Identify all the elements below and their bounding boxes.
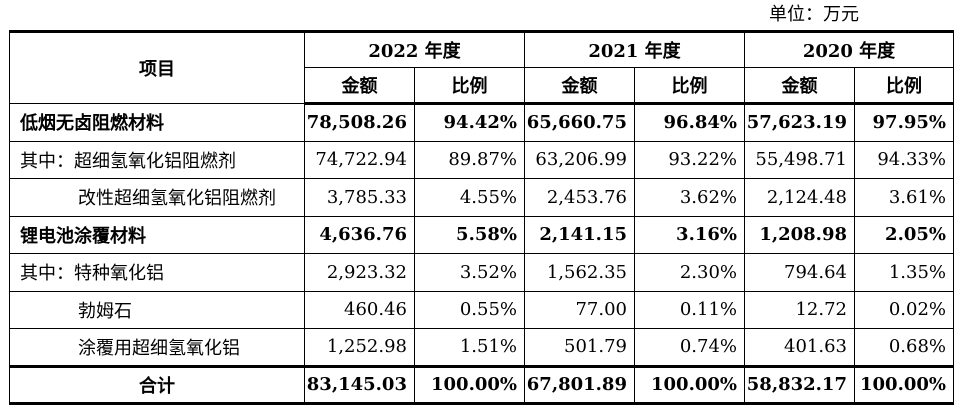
- cell-amount-2022: 74,722.94: [304, 140, 415, 179]
- cell-amount-2022: 460.46: [304, 290, 415, 329]
- cell-amount-2022: 3,785.33: [304, 178, 415, 217]
- cell-ratio-2022: 100.00%: [414, 365, 525, 404]
- table-row: 锂电池涂覆材料 4,636.76 5.58% 2,141.15 3.16% 1,…: [9, 215, 954, 254]
- header-ratio: 比例: [414, 67, 525, 105]
- header-year-2022: 2022 年度: [304, 31, 525, 68]
- cell-ratio-2022: 1.51%: [414, 328, 525, 368]
- header-year-2021: 2021 年度: [524, 31, 745, 68]
- row-label: 涂覆用超细氢氧化铝: [9, 328, 305, 368]
- cell-ratio-2022: 94.42%: [414, 103, 525, 142]
- cell-ratio-2020: 3.61%: [854, 178, 954, 217]
- header-amount: 金额: [744, 67, 855, 105]
- table-row: 勃姆石 460.46 0.55% 77.00 0.11% 12.72 0.02%: [9, 290, 954, 329]
- cell-amount-2020: 55,498.71: [744, 140, 855, 179]
- cell-amount-2020: 2,124.48: [744, 178, 855, 217]
- cell-amount-2021: 67,801.89: [524, 365, 635, 404]
- header-amount: 金额: [524, 67, 635, 105]
- cell-ratio-2020: 97.95%: [854, 103, 954, 142]
- cell-ratio-2021: 96.84%: [634, 103, 745, 142]
- cell-amount-2021: 65,660.75: [524, 103, 635, 142]
- table-row: 涂覆用超细氢氧化铝 1,252.98 1.51% 501.79 0.74% 40…: [9, 328, 954, 368]
- unit-label: 单位：万元: [769, 4, 859, 25]
- cell-ratio-2021: 0.74%: [634, 328, 745, 368]
- header-ratio: 比例: [854, 67, 954, 105]
- table-row: 其中：超细氢氧化铝阻燃剂 74,722.94 89.87% 63,206.99 …: [9, 140, 954, 179]
- row-label: 低烟无卤阻燃材料: [9, 103, 305, 142]
- cell-ratio-2022: 0.55%: [414, 290, 525, 329]
- table-row: 改性超细氢氧化铝阻燃剂 3,785.33 4.55% 2,453.76 3.62…: [9, 178, 954, 217]
- row-label: 锂电池涂覆材料: [9, 215, 305, 254]
- row-label: 其中：特种氧化铝: [9, 253, 305, 292]
- cell-amount-2022: 1,252.98: [304, 328, 415, 368]
- cell-ratio-2021: 93.22%: [634, 140, 745, 179]
- table-row: 其中：特种氧化铝 2,923.32 3.52% 1,562.35 2.30% 7…: [9, 253, 954, 292]
- header-ratio: 比例: [634, 67, 745, 105]
- cell-ratio-2022: 5.58%: [414, 215, 525, 254]
- cell-ratio-2021: 0.11%: [634, 290, 745, 329]
- cell-amount-2022: 78,508.26: [304, 103, 415, 142]
- cell-amount-2021: 63,206.99: [524, 140, 635, 179]
- row-label: 勃姆石: [9, 290, 305, 329]
- cell-ratio-2021: 3.16%: [634, 215, 745, 254]
- header-amount: 金额: [304, 67, 415, 105]
- cell-amount-2021: 2,453.76: [524, 178, 635, 217]
- cell-amount-2020: 12.72: [744, 290, 855, 329]
- cell-ratio-2020: 94.33%: [854, 140, 954, 179]
- total-row: 合计 83,145.03 100.00% 67,801.89 100.00% 5…: [9, 365, 954, 404]
- cell-amount-2022: 4,636.76: [304, 215, 415, 254]
- cell-ratio-2020: 2.05%: [854, 215, 954, 254]
- cell-amount-2020: 57,623.19: [744, 103, 855, 142]
- cell-ratio-2021: 100.00%: [634, 365, 745, 404]
- cell-amount-2022: 83,145.03: [304, 365, 415, 404]
- cell-amount-2020: 401.63: [744, 328, 855, 368]
- cell-amount-2020: 794.64: [744, 253, 855, 292]
- revenue-table: 项目 2022 年度 2021 年度 2020 年度 金额 比例 金额 比例 金…: [9, 30, 954, 405]
- cell-ratio-2022: 89.87%: [414, 140, 525, 179]
- row-label: 改性超细氢氧化铝阻燃剂: [9, 178, 305, 217]
- cell-ratio-2021: 3.62%: [634, 178, 745, 217]
- cell-amount-2021: 501.79: [524, 328, 635, 368]
- cell-amount-2021: 2,141.15: [524, 215, 635, 254]
- row-label: 其中：超细氢氧化铝阻燃剂: [9, 140, 305, 179]
- cell-amount-2020: 1,208.98: [744, 215, 855, 254]
- cell-ratio-2021: 2.30%: [634, 253, 745, 292]
- total-label: 合计: [9, 365, 305, 404]
- cell-ratio-2022: 4.55%: [414, 178, 525, 217]
- cell-ratio-2020: 1.35%: [854, 253, 954, 292]
- cell-amount-2021: 77.00: [524, 290, 635, 329]
- cell-amount-2022: 2,923.32: [304, 253, 415, 292]
- header-item: 项目: [9, 31, 305, 104]
- cell-amount-2020: 58,832.17: [744, 365, 855, 404]
- table-row: 低烟无卤阻燃材料 78,508.26 94.42% 65,660.75 96.8…: [9, 103, 954, 142]
- cell-ratio-2020: 0.02%: [854, 290, 954, 329]
- cell-ratio-2020: 0.68%: [854, 328, 954, 368]
- cell-ratio-2022: 3.52%: [414, 253, 525, 292]
- cell-amount-2021: 1,562.35: [524, 253, 635, 292]
- header-year-2020: 2020 年度: [744, 31, 954, 68]
- cell-ratio-2020: 100.00%: [854, 365, 954, 404]
